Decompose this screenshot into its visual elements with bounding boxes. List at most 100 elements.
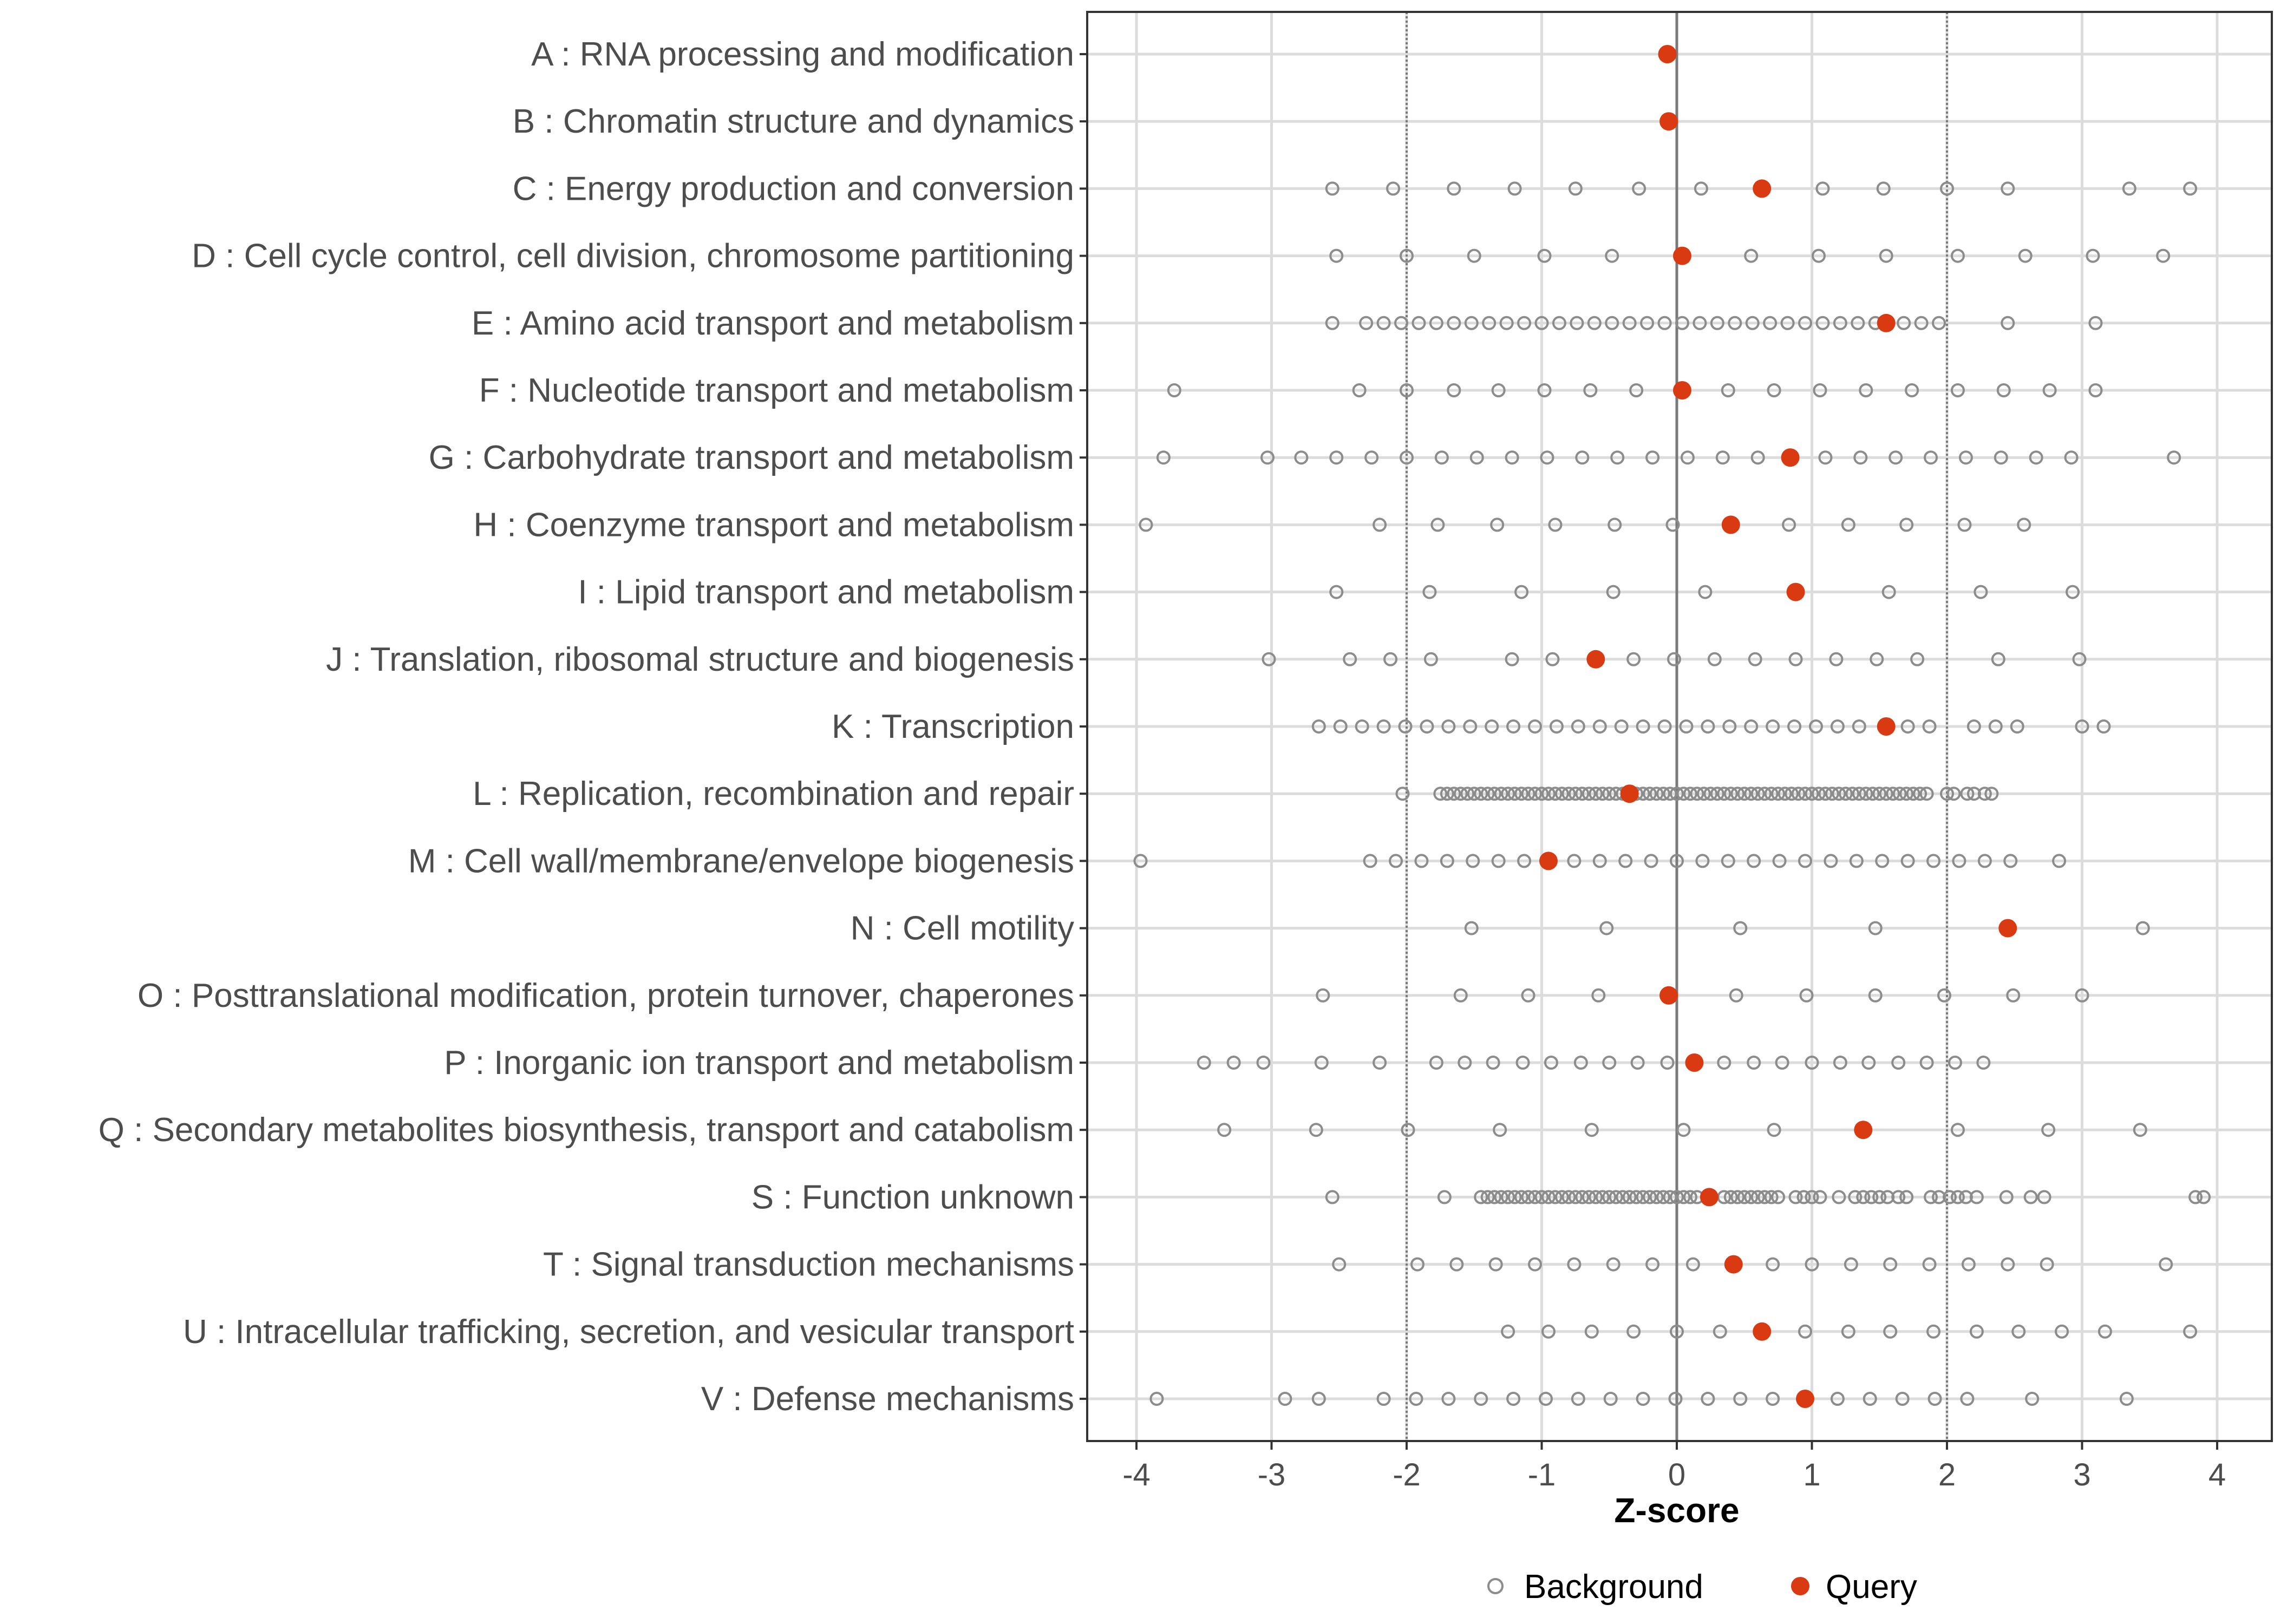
background-point bbox=[1895, 1392, 1910, 1406]
background-point bbox=[1870, 652, 1884, 666]
background-point bbox=[1626, 652, 1641, 666]
background-point bbox=[1766, 1257, 1780, 1272]
background-point bbox=[1950, 248, 1965, 263]
background-point bbox=[1609, 1190, 1623, 1204]
background-point bbox=[2011, 1324, 2026, 1339]
background-point bbox=[1534, 1190, 1549, 1204]
background-point bbox=[1999, 1190, 2014, 1204]
background-point bbox=[1656, 787, 1671, 801]
background-point bbox=[1798, 787, 1813, 801]
background-point bbox=[1787, 719, 1802, 734]
query-point bbox=[1672, 381, 1691, 400]
background-point bbox=[1974, 585, 1988, 599]
background-point bbox=[1645, 1257, 1660, 1272]
category-label: O : Posttranslational modification, prot… bbox=[138, 977, 1074, 1014]
background-point bbox=[1568, 181, 1583, 196]
background-point bbox=[2037, 1190, 2051, 1204]
background-point bbox=[1900, 854, 1915, 868]
background-point bbox=[1957, 518, 1972, 532]
background-point bbox=[1899, 787, 1914, 801]
background-point bbox=[1447, 383, 1461, 397]
category-label: U : Intracellular trafficking, secretion… bbox=[183, 1313, 1074, 1351]
background-point bbox=[1487, 787, 1502, 801]
background-point bbox=[2001, 316, 2015, 330]
background-point bbox=[1567, 854, 1582, 868]
background-point bbox=[1541, 1324, 1556, 1339]
background-point bbox=[1591, 988, 1606, 1003]
background-point bbox=[1614, 719, 1629, 734]
background-point bbox=[1805, 1190, 1819, 1204]
background-point bbox=[1537, 383, 1552, 397]
background-point bbox=[1507, 1190, 1522, 1204]
background-point bbox=[1815, 181, 1830, 196]
background-point bbox=[1561, 1190, 1576, 1204]
background-point bbox=[1663, 787, 1677, 801]
background-point bbox=[1606, 1257, 1620, 1272]
background-point bbox=[2052, 854, 2067, 868]
background-point bbox=[1744, 248, 1759, 263]
background-point bbox=[1988, 719, 2003, 734]
background-point bbox=[1991, 652, 2005, 666]
background-point bbox=[1589, 1190, 1603, 1204]
background-point bbox=[1449, 1257, 1464, 1272]
x-axis-title: Z-score bbox=[1614, 1491, 1739, 1530]
category-label: K : Transcription bbox=[832, 708, 1074, 745]
background-point bbox=[1410, 1257, 1424, 1272]
background-point bbox=[1485, 719, 1499, 734]
background-point bbox=[1453, 988, 1468, 1003]
background-point bbox=[1482, 316, 1497, 330]
category-label: D : Cell cycle control, cell division, c… bbox=[192, 238, 1074, 275]
background-point bbox=[1838, 787, 1853, 801]
background-point bbox=[1695, 854, 1710, 868]
background-point bbox=[1149, 1392, 1164, 1406]
background-point bbox=[1665, 518, 1680, 532]
background-point bbox=[1798, 1324, 1813, 1339]
background-point bbox=[2119, 1392, 2134, 1406]
background-point bbox=[1584, 1324, 1599, 1339]
background-point bbox=[1517, 316, 1532, 330]
x-tick-label: 1 bbox=[1803, 1457, 1820, 1492]
background-point bbox=[1645, 450, 1660, 465]
x-tick-label: 3 bbox=[2073, 1457, 2090, 1492]
background-point bbox=[2075, 988, 2089, 1003]
background-point bbox=[1872, 1190, 1887, 1204]
background-point bbox=[1420, 719, 1434, 734]
background-point bbox=[1876, 181, 1891, 196]
background-point bbox=[1872, 787, 1887, 801]
background-point bbox=[1748, 652, 1762, 666]
background-point bbox=[1775, 1056, 1789, 1070]
query-point bbox=[1672, 246, 1691, 265]
category-label: M : Cell wall/membrane/envelope biogenes… bbox=[408, 842, 1074, 880]
background-point bbox=[2088, 383, 2103, 397]
background-point bbox=[1977, 854, 1992, 868]
background-point bbox=[1899, 518, 1914, 532]
background-point bbox=[1538, 1392, 1553, 1406]
x-tick-label: -4 bbox=[1122, 1457, 1151, 1492]
background-point bbox=[1549, 719, 1564, 734]
background-point bbox=[1679, 719, 1694, 734]
background-point bbox=[1914, 316, 1929, 330]
background-point bbox=[1447, 316, 1461, 330]
background-point bbox=[1434, 450, 1449, 465]
background-point bbox=[1856, 1190, 1871, 1204]
background-point bbox=[1832, 1190, 1846, 1204]
background-point bbox=[1383, 652, 1398, 666]
background-point bbox=[1663, 1190, 1677, 1204]
category-label: J : Translation, ribosomal structure and… bbox=[326, 641, 1074, 678]
background-point bbox=[1750, 1190, 1765, 1204]
background-point bbox=[1603, 1392, 1618, 1406]
background-point bbox=[1363, 854, 1377, 868]
background-point bbox=[1505, 652, 1519, 666]
background-point bbox=[1521, 787, 1535, 801]
background-point bbox=[1501, 1324, 1515, 1339]
background-point bbox=[1437, 1190, 1452, 1204]
background-points bbox=[1133, 181, 2211, 1406]
category-label: F : Nucleotide transport and metabolism bbox=[479, 372, 1074, 409]
background-point bbox=[1643, 787, 1657, 801]
background-point bbox=[1848, 1190, 1863, 1204]
x-tick-label: -3 bbox=[1258, 1457, 1286, 1492]
background-point bbox=[1670, 1324, 1684, 1339]
background-point bbox=[1780, 316, 1795, 330]
background-point bbox=[1506, 719, 1521, 734]
background-point bbox=[1534, 787, 1549, 801]
